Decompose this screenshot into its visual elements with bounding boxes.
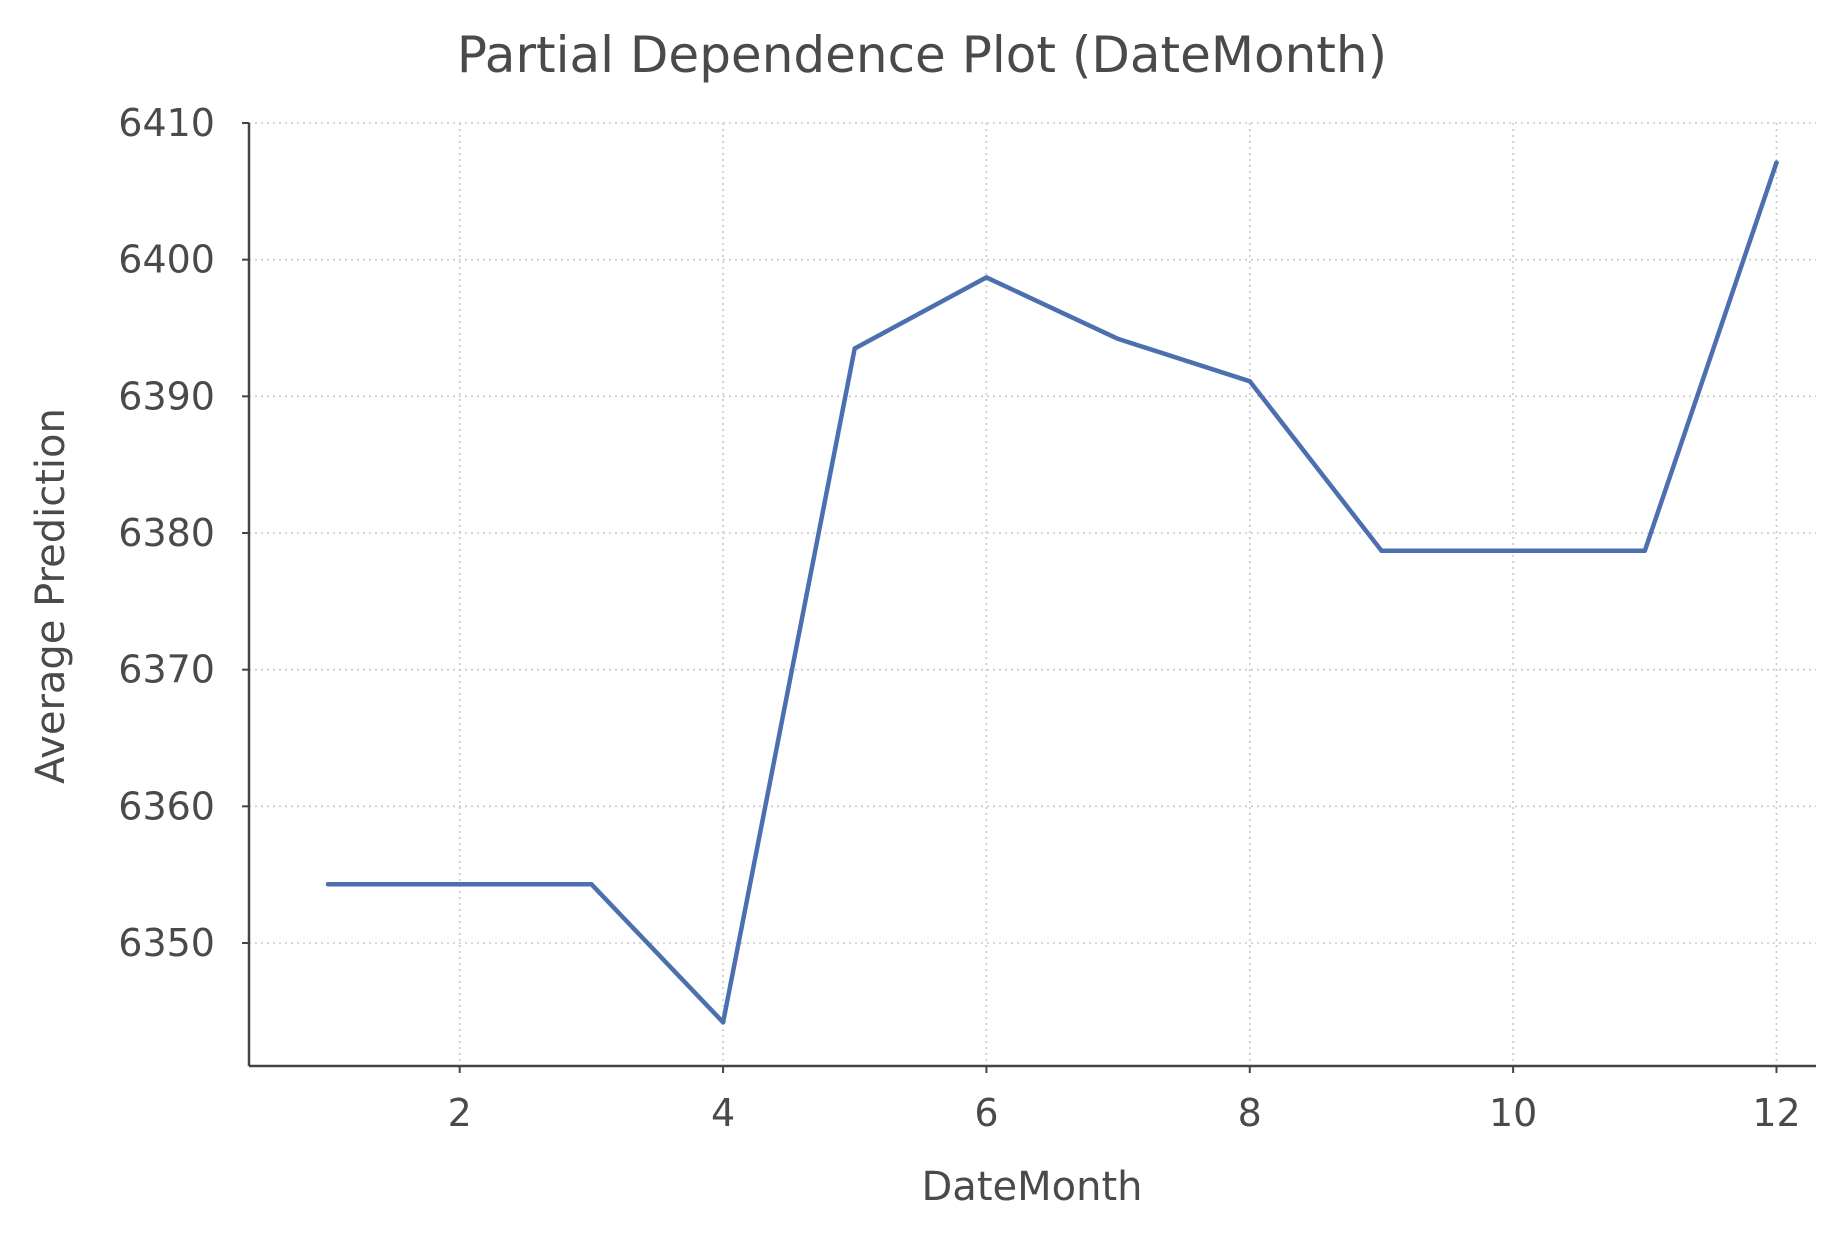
y-tick-label: 6360: [118, 784, 215, 828]
grid: [249, 122, 1816, 1066]
series: [325, 160, 1779, 1025]
y-tick-label: 6400: [118, 238, 215, 282]
data-point: [852, 346, 857, 351]
x-tick-label: 12: [1752, 1091, 1800, 1135]
y-axis-label: Average Prediction: [28, 408, 74, 784]
data-point: [457, 882, 462, 887]
y-tick-label: 6370: [118, 648, 215, 692]
data-point: [1642, 548, 1648, 553]
data-point: [1379, 548, 1384, 553]
y-tick-label: 6410: [118, 101, 215, 145]
x-tick-label: 4: [711, 1091, 735, 1135]
series-line: [325, 160, 1779, 1025]
data-point: [325, 882, 331, 887]
x-tick-label: 10: [1489, 1091, 1537, 1135]
y-tick-label: 6380: [118, 511, 215, 555]
data-point: [589, 882, 594, 887]
y-tick-label: 6350: [118, 921, 215, 965]
x-tick-label: 2: [448, 1091, 472, 1135]
data-point: [1774, 160, 1779, 165]
data-point: [1115, 336, 1121, 342]
x-axis-label: DateMonth: [922, 1164, 1143, 1210]
data-point: [984, 275, 989, 280]
axes: [247, 123, 1816, 1068]
tick-labels: 6350 6360 6370 6380 6390 6400 6410 2 4 6 8 10 12: [118, 101, 1800, 1135]
x-tick-label: 6: [974, 1091, 998, 1135]
y-tick-label: 6390: [118, 374, 215, 418]
data-point: [1247, 379, 1252, 384]
x-tick-label: 8: [1238, 1091, 1262, 1135]
data-point: [1510, 548, 1516, 553]
data-point: [720, 1020, 726, 1025]
chart-title: Partial Dependence Plot (DateMonth): [457, 26, 1387, 84]
